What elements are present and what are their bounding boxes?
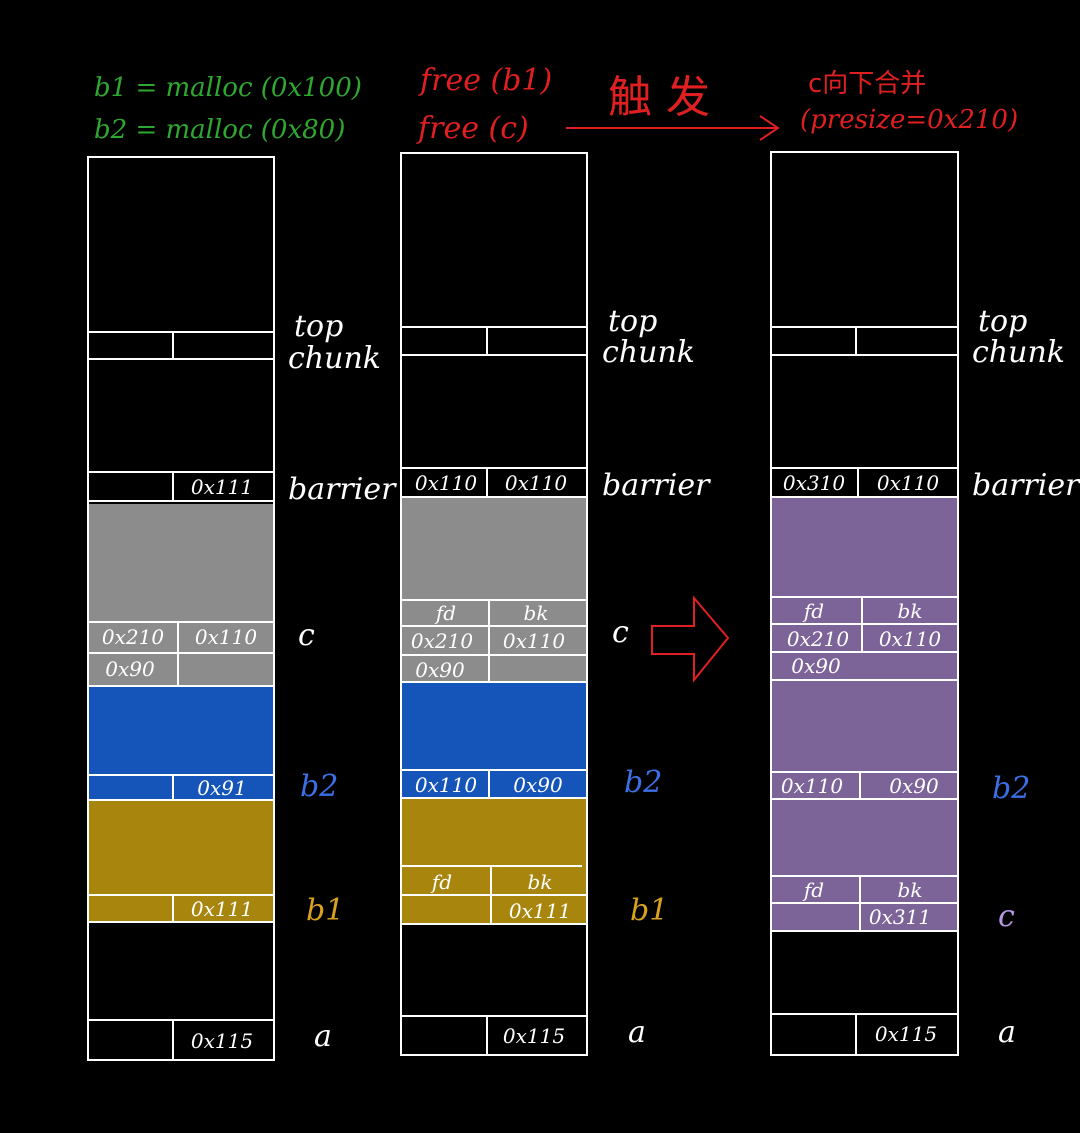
label-chunk-1: chunk [288,341,381,376]
label-b1-1: b1 [306,893,344,928]
c3-b2-prevsize: 0x110 [781,774,843,798]
c2-b1-size: 0x111 [509,899,571,923]
label-b2-3: b2 [992,771,1030,806]
trigger-label: 触 发 [608,72,710,123]
label-top-2: top [608,304,657,339]
c3-c-bk: bk [898,599,923,623]
c2-c-bk: bk [524,601,549,625]
c3-b2-size: 0x90 [889,774,939,798]
op-free-b1: free (b1) [418,63,552,98]
col3-merged-fill [771,497,958,931]
result-subtitle: (presize=0x210) [800,105,1018,135]
c3-barrier-prevsize: 0x310 [783,471,845,495]
label-top-3: top [978,304,1027,339]
c2-b1-fd: fd [430,870,452,894]
c1-b2-size: 0x91 [197,776,246,800]
label-chunk-2: chunk [602,335,695,370]
label-barrier-2: barrier [602,468,711,503]
c1-a-size: 0x115 [191,1029,253,1053]
label-a-2: a [628,1015,646,1050]
op-malloc-b1: b1 = malloc (0x100) [94,73,362,103]
trigger-arrow-icon [566,115,780,141]
heap-column-1 [87,156,275,1061]
c2-b1-bk: bk [528,870,553,894]
heap-column-3 [770,151,959,1056]
c2-c-prevsize: 0x210 [411,629,473,653]
c2-barrier-size: 0x110 [505,471,567,495]
label-chunk-3: chunk [972,335,1065,370]
label-barrier-3: barrier [972,468,1080,503]
op-free-c: free (c) [416,111,529,146]
c1-barrier-size: 0x111 [191,475,253,499]
label-c-2: c [612,615,629,650]
c2-barrier-prevsize: 0x110 [415,471,477,495]
label-barrier-1: barrier [288,472,397,507]
c1-c-under: 0x90 [105,657,155,681]
c2-a-size: 0x115 [503,1024,565,1048]
c3-a-size: 0x115 [875,1022,937,1046]
c3-merged-bk: bk [898,878,923,902]
c2-c-size: 0x110 [503,629,565,653]
col1-b2-fill [88,686,274,800]
c2-c-fd: fd [434,601,456,625]
c3-barrier-size: 0x110 [877,471,939,495]
col1-b1-fill [88,800,274,922]
c3-c-fd: fd [802,599,824,623]
label-b1-2: b1 [630,893,668,928]
c1-c-size: 0x110 [195,625,257,649]
col2-c-fill [401,497,587,682]
c1-b1-size: 0x111 [191,897,253,921]
c1-c-prevsize: 0x210 [102,625,164,649]
col2-b1-fill [401,798,587,924]
big-right-arrow-icon [651,595,730,683]
c3-merged-size: 0x311 [869,905,931,929]
label-top-1: top [294,309,343,344]
c3-merged-fd: fd [802,878,824,902]
label-c-3: c [998,899,1015,934]
label-b2-1: b2 [300,769,338,804]
col1-c-fill [88,504,274,686]
c3-c-under: 0x90 [791,654,841,678]
c2-b2-prevsize: 0x110 [415,773,477,797]
result-title: c向下合并 [808,69,926,99]
label-c-1: c [298,618,315,653]
c2-b2-size: 0x90 [513,773,563,797]
label-a-3: a [998,1015,1016,1050]
op-malloc-b2: b2 = malloc (0x80) [94,115,345,145]
col2-b2-fill [401,682,587,798]
c2-c-under: 0x90 [415,658,465,682]
c3-c-prevsize: 0x210 [787,627,849,651]
heap-column-2 [400,152,588,1056]
c3-c-size: 0x110 [879,627,941,651]
label-b2-2: b2 [624,765,662,800]
label-a-1: a [314,1019,332,1054]
